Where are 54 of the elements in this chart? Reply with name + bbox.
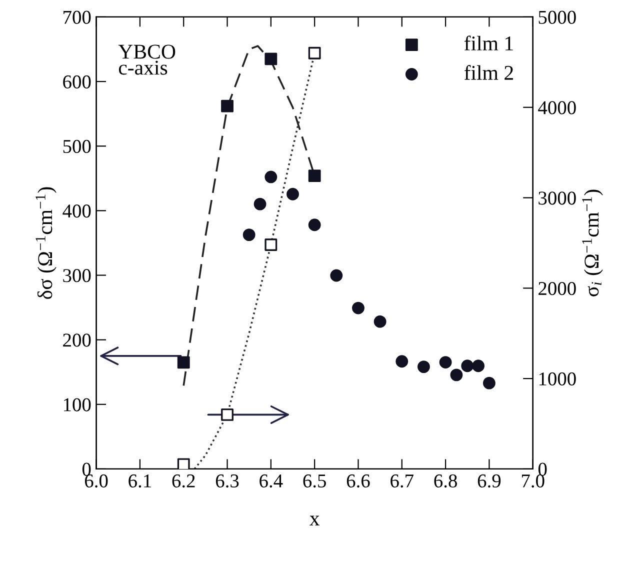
y2-tick-label: 1000 xyxy=(539,372,576,386)
x-tick-label: 6.9 xyxy=(478,474,501,488)
point xyxy=(177,458,190,469)
point xyxy=(352,302,364,314)
point xyxy=(374,315,386,328)
point xyxy=(482,376,496,390)
point xyxy=(264,238,278,251)
x-tick-label: 6.7 xyxy=(390,474,414,488)
y-tick-label: 300 xyxy=(63,269,91,282)
y-axis-title: δσ (Ω$^{−1}$cm$^{−1}$) xyxy=(36,187,56,299)
y2-tick-label: 2000 xyxy=(538,282,576,296)
point xyxy=(418,360,430,374)
y-tick-label: 200 xyxy=(63,334,91,347)
y2-tick-label: 3000 xyxy=(538,192,576,205)
x-tick-label: 6.2 xyxy=(172,474,195,488)
y-tick-label: 400 xyxy=(62,204,91,218)
point xyxy=(308,170,321,182)
point xyxy=(264,170,278,184)
x-tick-label: 6.3 xyxy=(216,474,239,488)
point xyxy=(221,100,234,112)
legend-label: film 1 xyxy=(464,36,513,50)
x-tick-label: 6.4 xyxy=(260,474,283,488)
y-tick-label: 0 xyxy=(82,462,91,476)
x-tick-label: 6.6 xyxy=(346,474,370,488)
point xyxy=(308,218,321,232)
x-axis-title: x xyxy=(310,516,320,526)
y-tick-label: 700 xyxy=(64,10,91,24)
point xyxy=(439,356,452,368)
y2-tick-label: 4000 xyxy=(538,101,576,114)
point xyxy=(254,198,266,210)
point xyxy=(286,188,299,200)
x-tick-label: 6.5 xyxy=(303,474,326,488)
x-tick-label: 6.0 xyxy=(84,474,108,488)
y2-tick-label: 0 xyxy=(538,462,547,476)
legend-label: film 2 xyxy=(464,65,513,80)
y-tick-label: 500 xyxy=(63,140,91,154)
point xyxy=(461,360,474,372)
x-tick-label: 6.8 xyxy=(434,474,457,488)
y2-axis-title: σ$_{i}$ (Ω$^{−1}$cm$^{−1}$) xyxy=(582,190,603,296)
point xyxy=(396,355,408,368)
y2-tick-label: 5000 xyxy=(538,10,576,24)
point xyxy=(221,408,234,421)
point xyxy=(242,228,256,242)
y-tick-label: 600 xyxy=(63,75,91,88)
point xyxy=(450,368,463,382)
point xyxy=(472,360,485,372)
point xyxy=(330,269,343,282)
y-tick-label: 100 xyxy=(64,398,91,412)
point xyxy=(177,356,190,369)
point xyxy=(264,52,278,66)
annotation: YBCO c-axis xyxy=(118,44,176,75)
x-tick-label: 7.0 xyxy=(522,474,544,488)
x-tick-label: 6.1 xyxy=(128,474,151,488)
point xyxy=(308,46,321,60)
